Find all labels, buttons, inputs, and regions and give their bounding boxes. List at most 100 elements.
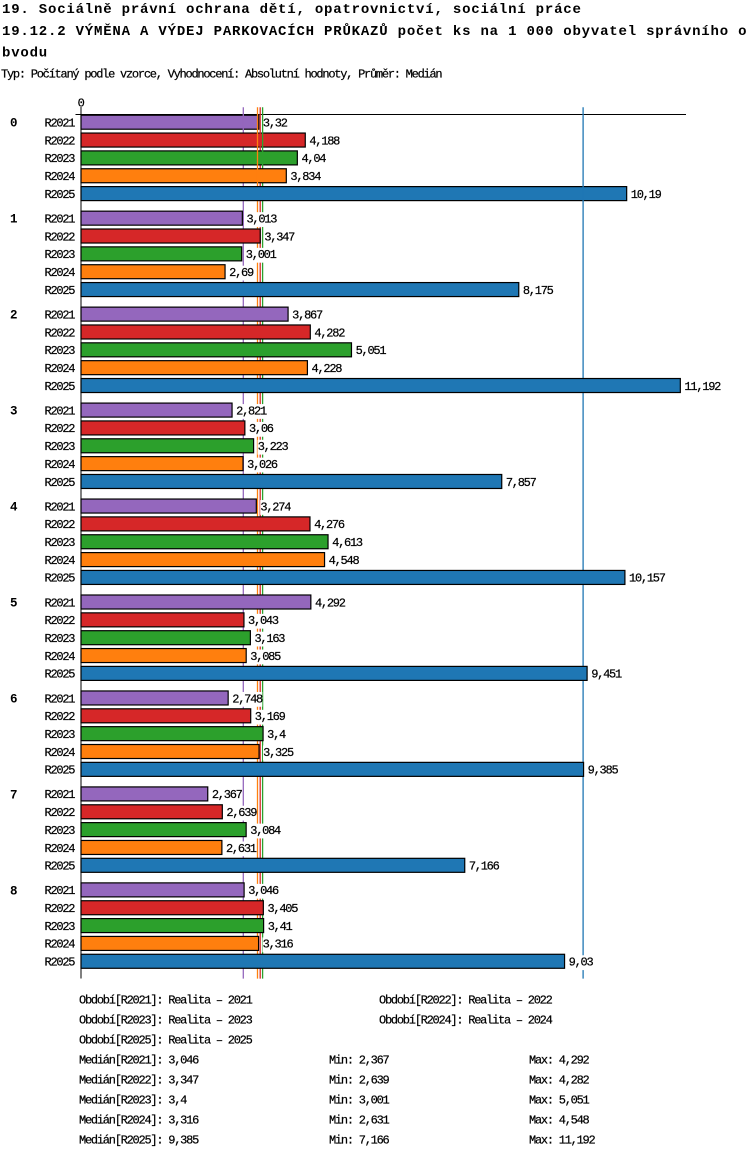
svg-text:5: 5 <box>10 597 18 611</box>
svg-text:R2021: R2021 <box>45 788 76 802</box>
svg-text:R2022: R2022 <box>45 902 76 916</box>
svg-text:19.12.2 VÝMĚNA A VÝDEJ PARKOVA: 19.12.2 VÝMĚNA A VÝDEJ PARKOVACÍCH PRŮKA… <box>2 22 747 40</box>
svg-text:19. Sociálně právní ochrana dě: 19. Sociálně právní ochrana dětí, opatro… <box>2 2 582 18</box>
svg-text:4,613: 4,613 <box>332 536 363 550</box>
svg-text:R2024: R2024 <box>45 458 76 472</box>
svg-text:Max: 5,051: Max: 5,051 <box>529 1094 590 1108</box>
svg-text:3,274: 3,274 <box>260 500 291 514</box>
svg-text:Max: 4,292: Max: 4,292 <box>529 1054 590 1068</box>
svg-text:R2022: R2022 <box>45 518 76 532</box>
svg-text:R2021: R2021 <box>45 692 76 706</box>
svg-text:Min: 3,001: Min: 3,001 <box>329 1094 390 1108</box>
svg-text:R2021: R2021 <box>45 117 76 131</box>
svg-text:R2023: R2023 <box>45 440 76 454</box>
svg-text:R2023: R2023 <box>45 248 76 262</box>
svg-text:9,451: 9,451 <box>591 668 622 682</box>
svg-text:R2025: R2025 <box>45 476 76 490</box>
svg-text:R2023: R2023 <box>45 632 76 646</box>
svg-text:3,32: 3,32 <box>263 117 288 131</box>
svg-text:Medián[R2024]: 3,316: Medián[R2024]: 3,316 <box>79 1114 199 1128</box>
svg-text:R2021: R2021 <box>45 404 76 418</box>
svg-text:2,631: 2,631 <box>226 842 257 856</box>
svg-text:R2022: R2022 <box>45 134 76 148</box>
svg-text:3,405: 3,405 <box>267 902 298 916</box>
svg-text:R2022: R2022 <box>45 806 76 820</box>
svg-text:Max: 11,192: Max: 11,192 <box>529 1134 596 1148</box>
svg-text:3,223: 3,223 <box>258 440 289 454</box>
svg-text:10,19: 10,19 <box>631 188 662 202</box>
svg-text:4,548: 4,548 <box>329 554 360 568</box>
svg-text:R2024: R2024 <box>45 746 76 760</box>
svg-text:Typ: Počítaný podle vzorce, Vy: Typ: Počítaný podle vzorce, Vyhodnocení:… <box>1 68 442 82</box>
svg-text:R2021: R2021 <box>45 500 76 514</box>
svg-text:R2024: R2024 <box>45 938 76 952</box>
svg-text:R2023: R2023 <box>45 536 76 550</box>
svg-text:R2021: R2021 <box>45 308 76 322</box>
svg-text:R2024: R2024 <box>45 650 76 664</box>
svg-text:4,276: 4,276 <box>314 518 345 532</box>
svg-text:R2025: R2025 <box>45 764 76 778</box>
svg-text:R2025: R2025 <box>45 188 76 202</box>
svg-text:R2025: R2025 <box>45 668 76 682</box>
svg-text:Medián[R2021]: 3,046: Medián[R2021]: 3,046 <box>79 1054 199 1068</box>
svg-text:3,163: 3,163 <box>254 632 285 646</box>
svg-text:3,325: 3,325 <box>263 746 294 760</box>
svg-text:3,4: 3,4 <box>267 728 286 742</box>
svg-text:3,043: 3,043 <box>248 614 279 628</box>
svg-text:Období[R2022]: Realita – 2022: Období[R2022]: Realita – 2022 <box>379 994 553 1008</box>
svg-text:R2025: R2025 <box>45 860 76 874</box>
svg-text:Období[R2021]: Realita – 2021: Období[R2021]: Realita – 2021 <box>79 994 253 1008</box>
svg-text:R2024: R2024 <box>45 362 76 376</box>
svg-text:2,821: 2,821 <box>236 404 267 418</box>
svg-text:4,282: 4,282 <box>314 326 345 340</box>
svg-text:R2021: R2021 <box>45 596 76 610</box>
svg-text:2,69: 2,69 <box>229 266 254 280</box>
svg-text:3,085: 3,085 <box>250 650 281 664</box>
svg-text:7,166: 7,166 <box>469 860 500 874</box>
svg-text:2,367: 2,367 <box>212 788 243 802</box>
svg-text:R2025: R2025 <box>45 956 76 970</box>
svg-text:Max: 4,548: Max: 4,548 <box>529 1114 590 1128</box>
svg-text:R2024: R2024 <box>45 554 76 568</box>
svg-text:3,834: 3,834 <box>290 170 321 184</box>
svg-text:4,04: 4,04 <box>301 152 326 166</box>
svg-text:R2025: R2025 <box>45 380 76 394</box>
svg-text:R2024: R2024 <box>45 266 76 280</box>
svg-text:Min: 2,631: Min: 2,631 <box>329 1114 390 1128</box>
svg-text:3,316: 3,316 <box>263 938 294 952</box>
svg-text:9,03: 9,03 <box>569 956 594 970</box>
svg-text:R2023: R2023 <box>45 728 76 742</box>
svg-text:Medián[R2023]: 3,4: Medián[R2023]: 3,4 <box>79 1094 187 1108</box>
svg-text:Medián[R2022]: 3,347: Medián[R2022]: 3,347 <box>79 1074 199 1088</box>
svg-text:3,026: 3,026 <box>247 458 278 472</box>
svg-text:Období[R2024]: Realita – 2024: Období[R2024]: Realita – 2024 <box>379 1014 553 1028</box>
svg-text:8: 8 <box>10 884 18 898</box>
svg-text:Max: 4,282: Max: 4,282 <box>529 1074 590 1088</box>
svg-text:4,292: 4,292 <box>315 596 346 610</box>
svg-text:R2022: R2022 <box>45 710 76 724</box>
svg-text:2: 2 <box>10 309 18 323</box>
svg-text:R2024: R2024 <box>45 170 76 184</box>
svg-text:R2022: R2022 <box>45 230 76 244</box>
svg-text:R2023: R2023 <box>45 152 76 166</box>
svg-text:R2023: R2023 <box>45 344 76 358</box>
svg-text:2,639: 2,639 <box>226 806 257 820</box>
svg-text:Min: 2,367: Min: 2,367 <box>329 1054 390 1068</box>
svg-text:Období[R2025]: Realita – 2025: Období[R2025]: Realita – 2025 <box>79 1034 253 1048</box>
svg-text:Medián[R2025]: 9,385: Medián[R2025]: 9,385 <box>79 1134 199 1148</box>
svg-text:3: 3 <box>10 405 18 419</box>
svg-text:2,748: 2,748 <box>232 692 263 706</box>
svg-text:7,857: 7,857 <box>506 476 537 490</box>
svg-text:Min: 2,639: Min: 2,639 <box>329 1074 390 1088</box>
svg-text:5,051: 5,051 <box>356 344 387 358</box>
svg-text:3,169: 3,169 <box>255 710 286 724</box>
svg-text:3,046: 3,046 <box>248 884 279 898</box>
svg-text:3,013: 3,013 <box>246 212 277 226</box>
svg-text:R2025: R2025 <box>45 284 76 298</box>
svg-text:6: 6 <box>10 692 18 706</box>
svg-text:11,192: 11,192 <box>684 380 721 394</box>
svg-text:R2022: R2022 <box>45 614 76 628</box>
svg-text:Období[R2023]: Realita – 2023: Období[R2023]: Realita – 2023 <box>79 1014 253 1028</box>
svg-text:4,188: 4,188 <box>309 134 340 148</box>
svg-text:0: 0 <box>78 97 85 111</box>
